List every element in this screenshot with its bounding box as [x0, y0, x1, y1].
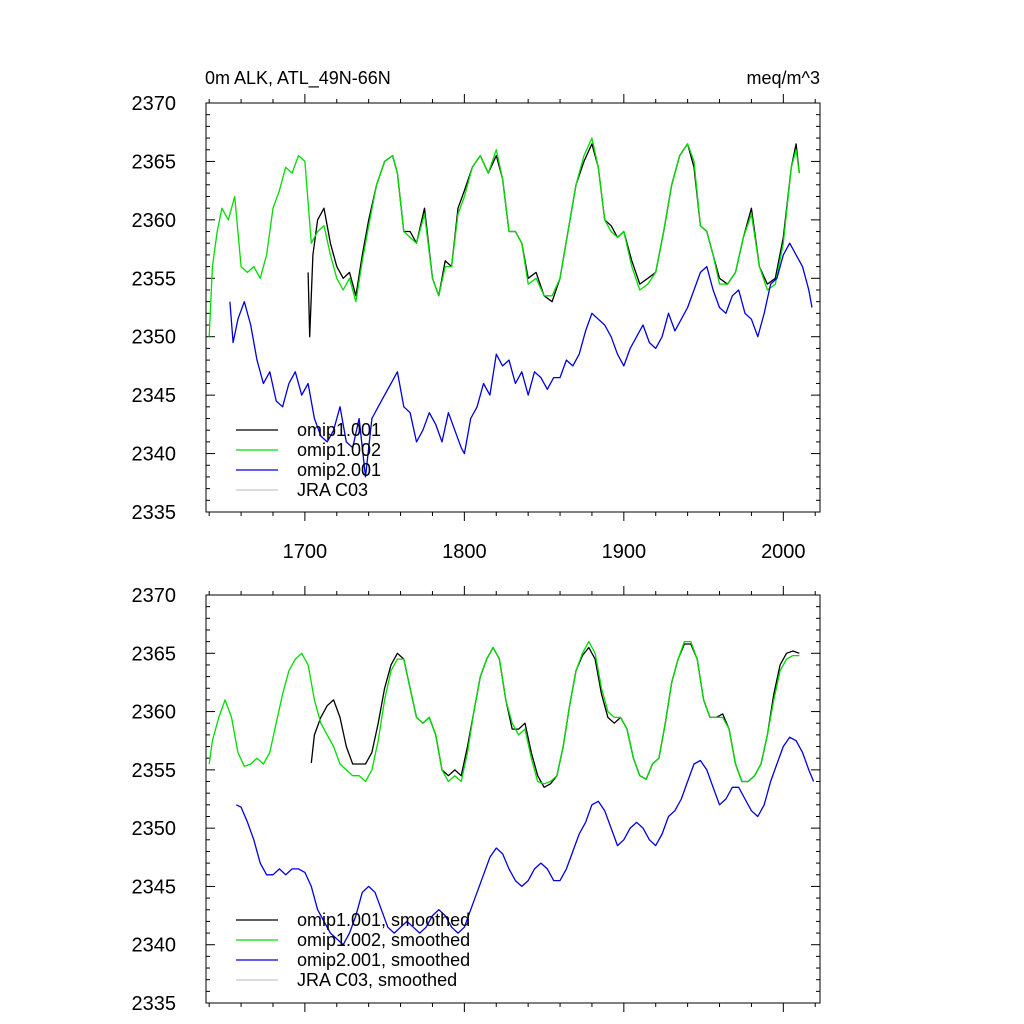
bottom-panel: 2335 2340 2345 2350 2355 2360 2365 2370 omip1.00… — [132, 585, 821, 1015]
y-tick-label: 2345 — [132, 876, 177, 898]
series-line-2 — [229, 242, 813, 478]
y-tick-label: 2365 — [132, 643, 177, 665]
legend-label-2: omip2.001 — [297, 460, 381, 480]
y-tick-label: 2360 — [132, 210, 177, 232]
legend-label-3: JRA C03 — [297, 480, 368, 500]
y-tick-label: 2340 — [132, 935, 177, 957]
y-tick-label: 2365 — [132, 151, 177, 173]
y-tick-label: 2355 — [132, 268, 177, 290]
legend-label-3: JRA C03, smoothed — [297, 970, 457, 990]
legend-label-1: omip1.002, smoothed — [297, 930, 470, 950]
x-tick-label: 2000 — [761, 541, 806, 563]
x-tick-label: 1900 — [602, 541, 647, 563]
plot-frame — [205, 594, 821, 1004]
y-tick-label: 2335 — [132, 502, 177, 524]
chart-title-left: 0m ALK, ATL_49N-66N — [205, 68, 391, 89]
y-tick-label: 2335 — [132, 993, 177, 1015]
plot-frame — [205, 102, 821, 513]
legend-label-2: omip2.001, smoothed — [297, 950, 470, 970]
series-line-1 — [208, 137, 800, 337]
y-tick-label: 2370 — [132, 585, 177, 607]
top-panel: 0m ALK, ATL_49N-66N meq/m^3 2335 2340 2345… — [132, 68, 821, 563]
y-tick-label: 2350 — [132, 327, 177, 349]
y-tick-label: 2340 — [132, 444, 177, 466]
legend-label-0: omip1.001 — [297, 420, 381, 440]
legend-label-0: omip1.001, smoothed — [297, 910, 470, 930]
y-tick-label: 2355 — [132, 760, 177, 782]
series-line-0 — [307, 143, 800, 338]
series-line-2 — [236, 736, 815, 946]
chart-title-units: meq/m^3 — [747, 68, 820, 88]
series-line-0 — [310, 643, 800, 788]
y-tick-label: 2345 — [132, 385, 177, 407]
y-tick-label: 2370 — [132, 93, 177, 115]
x-tick-label: 1800 — [442, 541, 487, 563]
y-tick-label: 2360 — [132, 702, 177, 724]
series-line-1 — [208, 640, 800, 785]
legend-label-1: omip1.002 — [297, 440, 381, 460]
x-tick-label: 1700 — [283, 541, 328, 563]
y-tick-label: 2350 — [132, 818, 177, 840]
